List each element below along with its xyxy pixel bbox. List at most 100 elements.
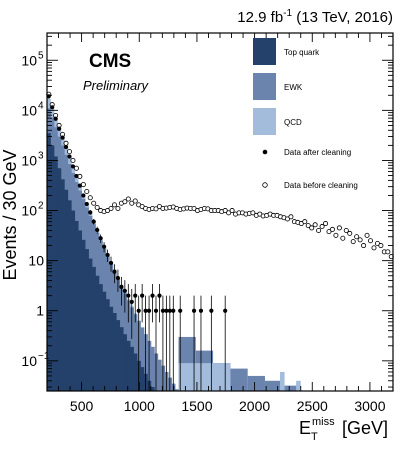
- x-axis-title-unit: [GeV]: [342, 418, 388, 438]
- legend-swatch: [253, 73, 276, 100]
- data-before-cleaning-point: [319, 224, 325, 230]
- data-before-cleaning-point: [361, 243, 367, 249]
- data-after-cleaning-point: [88, 210, 93, 215]
- data-after-cleaning-point: [129, 299, 134, 305]
- data-after-cleaning-point: [60, 135, 65, 140]
- top-bin: [119, 327, 124, 391]
- x-axis-title-sub: T: [311, 431, 318, 443]
- qcd-bin: [296, 380, 301, 391]
- top-bin: [150, 387, 155, 391]
- top-bin: [85, 249, 89, 391]
- top-bin: [53, 156, 58, 391]
- data-before-cleaning-point: [336, 225, 342, 231]
- ewk-bin: [247, 375, 265, 391]
- data-before-cleaning-point: [94, 205, 100, 211]
- data-after-cleaning-point: [101, 244, 107, 249]
- y-axis-title: Events / 30 GeV: [0, 149, 20, 280]
- data-after-cleaning-point: [126, 293, 131, 298]
- data-after-cleaning-point: [136, 308, 141, 313]
- data-after-cleaning-point: [198, 308, 204, 313]
- data-before-cleaning-point: [309, 225, 315, 231]
- legend: Top quark EWK QCD Data after cleaning Data b…: [253, 38, 358, 190]
- x-axis-title-sup: miss: [312, 416, 335, 428]
- x-tick-label: 2000: [239, 398, 270, 414]
- x-tick-label: 1000: [124, 398, 155, 414]
- data-after-cleaning-point: [143, 308, 148, 313]
- data-after-cleaning-point: [223, 308, 228, 313]
- x-axis-title: E: [299, 418, 311, 438]
- y-tick-label-exponent: 5: [38, 50, 44, 61]
- legend-marker-filled: [262, 149, 268, 155]
- data-before-cleaning-point: [385, 249, 391, 255]
- top-bin: [74, 220, 79, 391]
- data-after-cleaning-point: [164, 308, 169, 313]
- ewk-bin: [157, 359, 162, 391]
- data-after-cleaning-point: [157, 293, 162, 298]
- data-after-cleaning-point: [153, 308, 159, 313]
- data-before-cleaning-point: [305, 223, 311, 229]
- data-before-cleaning-point: [357, 237, 363, 243]
- y-tick-label: 10: [21, 353, 37, 369]
- data-after-cleaning-point: [209, 308, 214, 313]
- data-after-cleaning-point: [53, 116, 58, 121]
- data-after-cleaning-point: [98, 236, 103, 241]
- data-before-cleaning-point: [66, 149, 72, 155]
- top-bin: [98, 284, 103, 391]
- data-after-cleaning-point: [50, 105, 55, 110]
- data-before-cleaning-point: [91, 200, 97, 206]
- luminosity-label: 12.9 fb-1 (13 TeV, 2016): [237, 8, 393, 26]
- experiment-label: CMS: [89, 51, 131, 72]
- data-after-cleaning-point: [140, 293, 145, 298]
- top-bin: [102, 291, 107, 391]
- top-bin: [50, 145, 55, 391]
- data-after-cleaning-point: [160, 308, 166, 313]
- data-after-cleaning-point: [77, 183, 82, 188]
- data-before-cleaning-point: [368, 238, 374, 244]
- data-before-cleaning-point: [350, 239, 356, 245]
- data-before-cleaning-point: [333, 232, 339, 238]
- data-before-cleaning-point: [108, 205, 114, 211]
- data-after-cleaning-point: [122, 288, 127, 293]
- data-before-cleaning-point: [229, 208, 235, 214]
- data-after-cleaning-point: [119, 284, 124, 289]
- data-before-cleaning-point: [129, 200, 135, 206]
- data-after-cleaning-point: [171, 308, 176, 313]
- top-bin: [91, 266, 96, 391]
- top-bin: [78, 230, 82, 391]
- data-before-cleaning-point: [316, 227, 322, 233]
- data-before-cleaning-point: [250, 210, 256, 216]
- data-after-cleaning-point: [81, 193, 86, 198]
- data-after-cleaning-point: [191, 308, 197, 313]
- y-tick-label: 10: [21, 203, 37, 219]
- data-before-cleaning-point: [329, 226, 335, 232]
- top-bin: [109, 306, 114, 391]
- data-after-cleaning-point: [105, 252, 110, 258]
- data-before-cleaning-point: [364, 232, 370, 238]
- data-before-cleaning-point: [343, 227, 349, 233]
- top-bin: [64, 189, 69, 391]
- y-tick-label: 1: [36, 303, 44, 319]
- top-bin: [126, 340, 131, 391]
- data-after-cleaning-point: [178, 308, 183, 313]
- data-before-cleaning-point: [111, 202, 117, 208]
- ewk-bin: [150, 346, 155, 391]
- top-bin: [47, 133, 51, 391]
- data-after-cleaning-point: [74, 173, 79, 179]
- data-before-cleaning-point: [340, 235, 346, 241]
- y-tick-label-exponent: 2: [38, 201, 44, 212]
- data-before-cleaning-point: [371, 245, 377, 251]
- y-tick-label-exponent: 4: [38, 100, 44, 111]
- data-after-cleaning-point: [112, 269, 117, 274]
- data-before-cleaning-point: [87, 195, 93, 201]
- legend-label: Top quark: [284, 48, 320, 57]
- x-tick-label: 500: [70, 398, 94, 414]
- y-tick-label-exponent: 3: [38, 150, 44, 161]
- data-before-cleaning-point: [70, 157, 76, 163]
- data-markers: [46, 91, 394, 391]
- data-before-cleaning-point: [326, 229, 332, 235]
- data-before-cleaning-point: [115, 205, 121, 211]
- legend-label: EWK: [284, 83, 303, 92]
- legend-label: Data before cleaning: [284, 181, 358, 190]
- y-tick-label: 10: [21, 102, 37, 118]
